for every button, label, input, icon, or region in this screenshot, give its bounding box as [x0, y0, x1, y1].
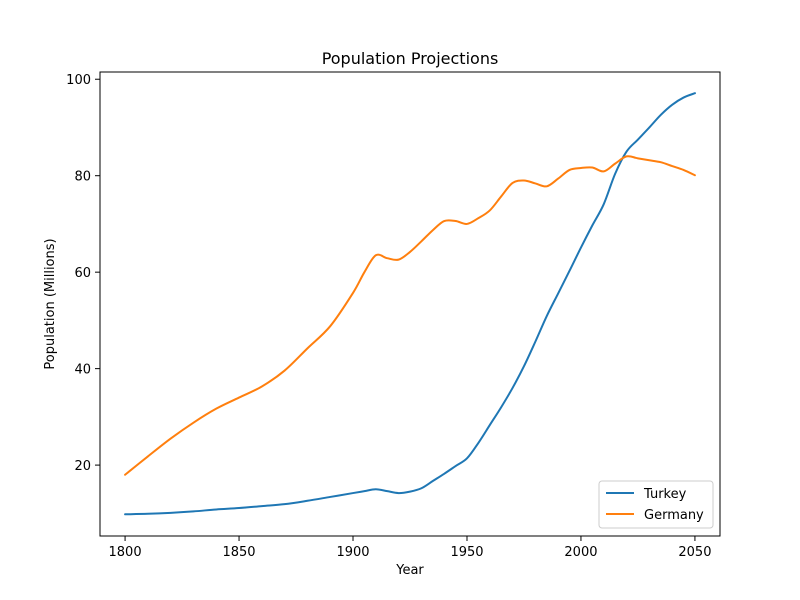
series-line-germany	[124, 155, 696, 476]
series-lines	[124, 92, 696, 516]
y-tick-label: 100	[66, 73, 91, 88]
y-tick-label: 20	[74, 459, 91, 474]
x-axis-label: Year	[395, 563, 424, 578]
legend-label-germany: Germany	[644, 508, 704, 523]
plot-frame	[99, 71, 721, 537]
legend: Turkey Germany	[598, 480, 714, 529]
x-axis: 1800 1850 1900 1950 2000 2050	[109, 536, 711, 560]
x-tick-label: 2000	[564, 545, 597, 560]
x-tick-label: 1850	[222, 545, 255, 560]
y-tick-label: 60	[74, 266, 91, 281]
x-tick-label: 1950	[450, 545, 483, 560]
y-axis: 20 40 60 80 100	[66, 73, 100, 474]
legend-label-turkey: Turkey	[643, 487, 687, 502]
x-tick-label: 1900	[336, 545, 369, 560]
x-tick-label: 1800	[109, 545, 142, 560]
y-tick-label: 80	[74, 170, 91, 185]
x-tick-label: 2050	[678, 545, 711, 560]
y-axis-label: Population (Millions)	[43, 238, 58, 369]
chart-title: Population Projections	[322, 49, 499, 68]
series-line-turkey	[124, 92, 696, 516]
y-tick-label: 40	[74, 363, 91, 378]
